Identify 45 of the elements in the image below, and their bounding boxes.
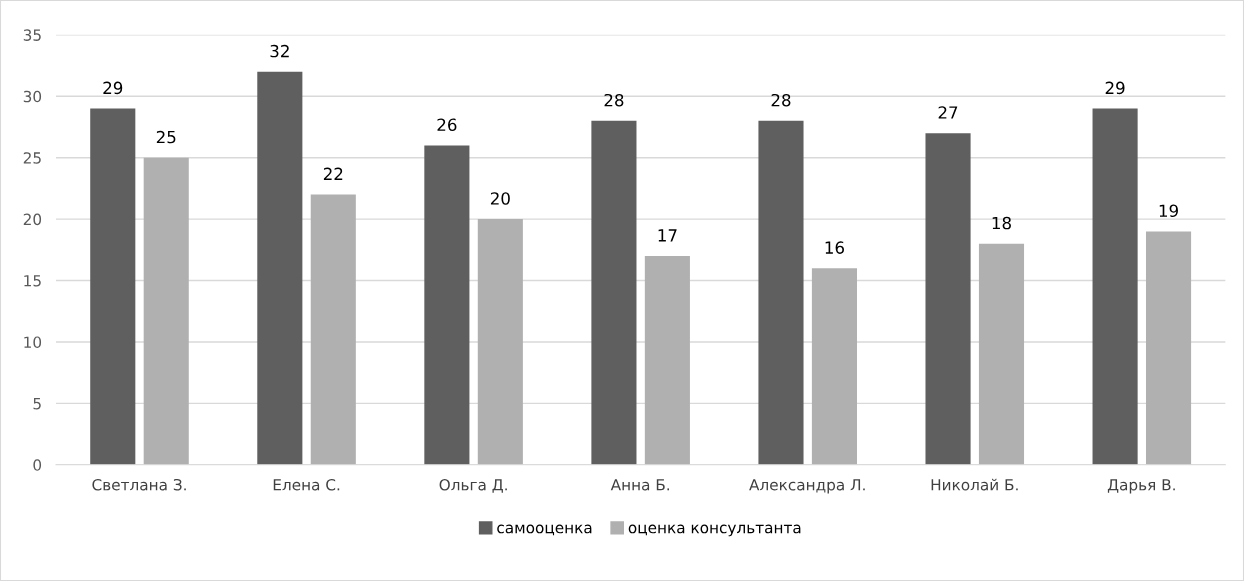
x-tick-label: Николай Б. [931,478,1018,491]
legend-label: оценка консультанта [628,524,801,537]
data-label: 22 [323,167,343,180]
data-label: 17 [658,229,677,242]
bar [424,145,470,465]
bar [925,133,971,465]
data-label: 19 [1159,204,1178,218]
y-tick-label: 0 [33,459,42,471]
x-tick-label: Дарья В. [1107,479,1175,494]
bar [978,243,1025,465]
bar [758,120,804,465]
x-tick-label: Светлана З. [92,478,186,491]
x-tick-label: Анна Б. [610,479,670,491]
y-tick-label: 20 [23,213,42,226]
legend-label: самооценка [497,524,592,536]
y-tick-label: 35 [23,29,41,41]
bar [1092,108,1138,465]
bar [811,268,857,465]
data-label: 27 [938,106,958,119]
bar [90,108,136,465]
x-tick-label: Ольга Д. [439,478,507,493]
data-label: 20 [490,192,510,205]
data-label: 16 [825,241,844,254]
data-label: 32 [270,44,289,58]
data-label: 29 [1105,81,1125,95]
bar [477,219,523,465]
bar [143,157,189,465]
data-label: 28 [771,93,791,107]
y-tick-label: 25 [23,152,41,164]
data-label: 26 [437,118,457,132]
data-label: 18 [992,216,1011,230]
bar [257,71,303,465]
y-tick-label: 5 [33,398,41,410]
data-label: 25 [156,130,176,144]
bar [310,194,356,465]
x-tick-label: Елена С. [273,478,340,491]
x-tick-label: Александра Л. [749,479,865,494]
bar [1145,231,1192,465]
y-tick-label: 15 [24,275,41,287]
y-tick-label: 10 [24,336,42,348]
data-label: 29 [103,81,123,95]
bar [591,120,637,465]
bar [644,255,690,465]
y-tick-label: 30 [23,90,42,103]
data-label: 28 [604,93,624,107]
